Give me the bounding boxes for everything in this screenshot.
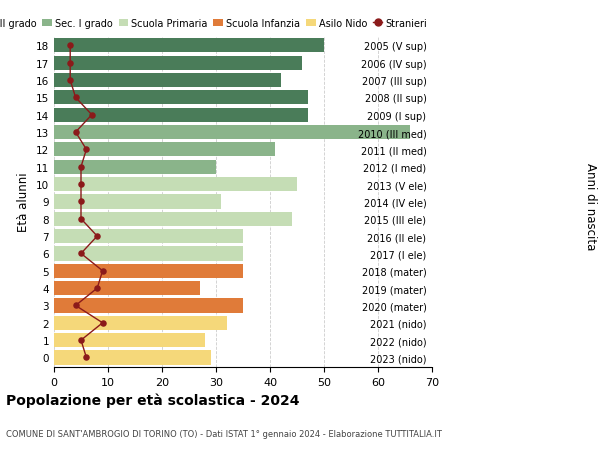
Point (76, 164, 86, 171)
Point (71, 302, 80, 309)
Bar (54, 108, 308, 123)
Bar (54, 143, 275, 157)
Bar (54, 39, 324, 53)
Bar (54, 316, 227, 330)
Bar (54, 91, 308, 105)
Bar (54, 299, 243, 313)
Text: Popolazione per età scolastica - 2024: Popolazione per età scolastica - 2024 (6, 392, 299, 407)
Point (65, 43, 75, 50)
Bar (54, 230, 243, 244)
Point (82, 146, 91, 154)
Bar (54, 56, 302, 71)
Text: COMUNE DI SANT'AMBROGIO DI TORINO (TO) - Dati ISTAT 1° gennaio 2024 - Elaborazio: COMUNE DI SANT'AMBROGIO DI TORINO (TO) -… (6, 429, 442, 438)
Point (65, 77, 75, 84)
Legend: Sec. II grado, Sec. I grado, Scuola Primaria, Scuola Infanzia, Asilo Nido, Stran: Sec. II grado, Sec. I grado, Scuola Prim… (0, 18, 427, 28)
Y-axis label: Età alunni: Età alunni (17, 172, 31, 232)
Bar (54, 281, 200, 296)
Bar (54, 212, 292, 226)
Bar (54, 333, 205, 347)
Point (76, 198, 86, 206)
Bar (54, 195, 221, 209)
Point (65, 60, 75, 67)
Bar (54, 264, 243, 278)
Bar (54, 247, 243, 261)
Point (82, 354, 91, 361)
Bar (54, 178, 297, 192)
Point (76, 337, 86, 344)
Bar (54, 126, 410, 140)
Text: Anni di nascita: Anni di nascita (584, 163, 597, 250)
Bar (54, 160, 216, 174)
Point (92, 285, 102, 292)
Point (71, 95, 80, 102)
Point (76, 216, 86, 223)
Point (98, 319, 107, 327)
Point (76, 181, 86, 188)
Point (76, 250, 86, 257)
Point (71, 129, 80, 136)
Point (98, 268, 107, 275)
Point (87, 112, 97, 119)
Bar (54, 351, 211, 365)
Point (92, 233, 102, 240)
Bar (54, 74, 281, 88)
